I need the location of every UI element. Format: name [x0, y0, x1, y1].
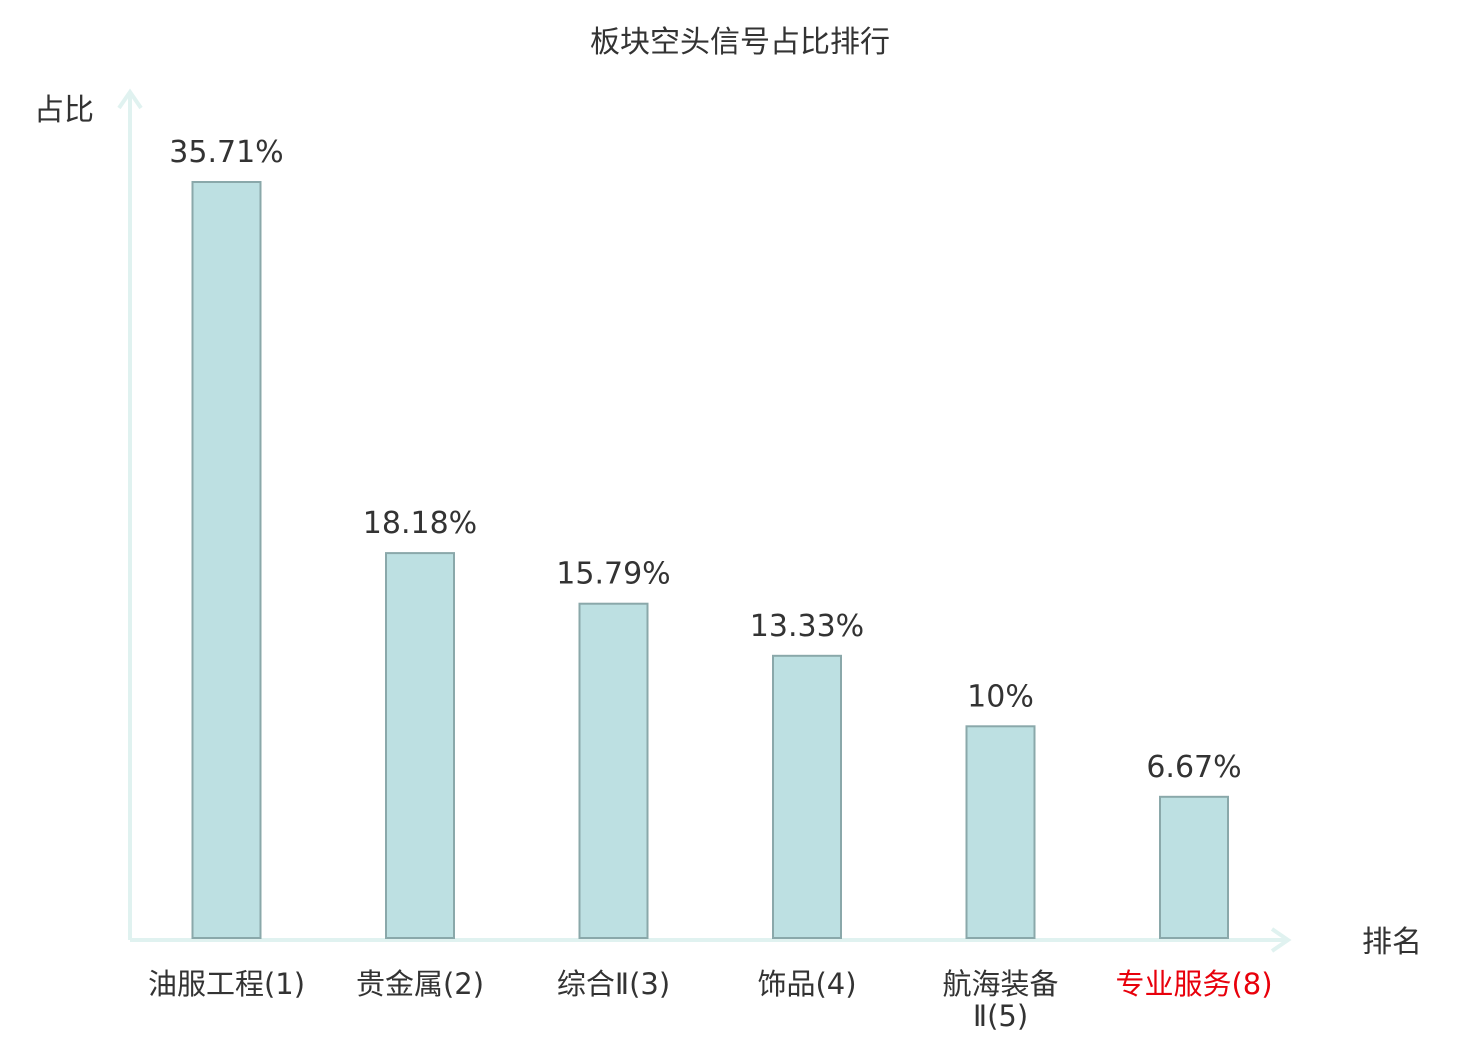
category-label-4: 饰品(4) — [757, 967, 856, 1001]
bar-4 — [772, 654, 842, 939]
y-axis-arrow — [117, 88, 143, 110]
value-labels-group: 35.71% 18.18% 15.79% 13.33% 10% 6.67% — [169, 135, 1241, 785]
value-label-5: 10% — [967, 679, 1034, 714]
category-label-2: 贵金属(2) — [356, 967, 484, 1001]
bar-6 — [1159, 795, 1229, 939]
value-label-2: 18.18% — [363, 506, 477, 541]
category-label-6: 专业服务(8) — [1115, 967, 1272, 1001]
axes — [117, 88, 1292, 953]
value-label-4: 13.33% — [750, 609, 864, 644]
value-label-6: 6.67% — [1146, 750, 1241, 785]
category-label-1: 油服工程(1) — [148, 967, 305, 1001]
x-axis-label: 排名 — [1362, 925, 1422, 960]
value-label-3: 15.79% — [556, 557, 670, 592]
y-axis-label: 占比 — [34, 93, 94, 128]
category-label-5: 航海装备 Ⅱ(5) — [942, 967, 1058, 1033]
bar-2 — [385, 552, 455, 939]
category-labels-group: 油服工程(1) 贵金属(2) 综合Ⅱ(3) 饰品(4) 航海装备 Ⅱ(5) 专业服务(8) — [148, 967, 1273, 1033]
bar-5 — [965, 725, 1036, 939]
x-axis-arrow — [1270, 927, 1292, 953]
bar-1 — [191, 181, 262, 939]
value-label-1: 35.71% — [169, 135, 283, 170]
category-label-3: 综合Ⅱ(3) — [557, 967, 670, 1001]
chart-title: 板块空头信号占比排行 — [590, 25, 890, 60]
bars-group — [191, 181, 1229, 939]
bar-3 — [578, 602, 649, 939]
